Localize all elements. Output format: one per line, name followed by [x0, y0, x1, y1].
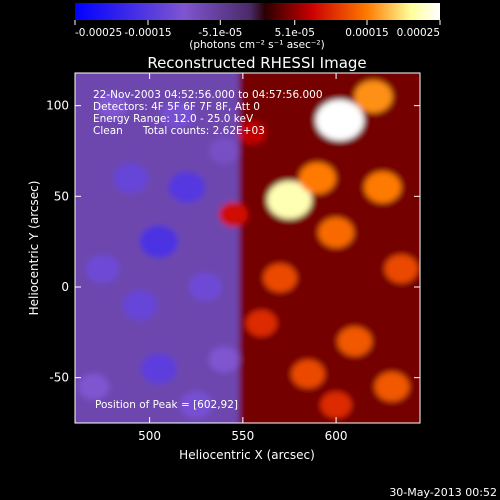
colorbar-ticks: -0.00025 -0.00015 -5.1e-05 5.1e-05 0.00015 0.… [74, 20, 441, 39]
heatmap-blob-positive [337, 326, 373, 357]
peak-position-label: Position of Peak = [602,92] [95, 399, 238, 411]
x-axis-label: Heliocentric X (arcsec) [179, 448, 315, 462]
colorbar-tick-label: 0.00015 [345, 27, 388, 39]
y-tick-label: 100 [46, 99, 69, 113]
heatmap-blob-positive [299, 162, 336, 194]
annotation-block: 22-Nov-2003 04:52:56.000 to 04:57:56.000… [93, 89, 323, 137]
heatmap-blob-negative [139, 225, 178, 258]
x-tick-label: 550 [231, 429, 254, 443]
heatmap-blob-positive [238, 121, 267, 145]
y-tick-label: -50 [49, 371, 69, 385]
footer-timestamp: 30-May-2013 00:52 [389, 486, 497, 499]
heatmap-blob-negative [180, 391, 213, 419]
heatmap-blob-negative [141, 353, 177, 384]
heatmap-blob-negative [161, 100, 194, 129]
heatmap-blob-positive [219, 202, 248, 227]
colorbar-tick-label: 0.00025 [397, 27, 440, 39]
heatmap-blob-positive [245, 309, 278, 337]
heatmap-blob-negative [78, 373, 110, 400]
y-axis-label: Heliocentric Y (arcsec) [27, 181, 41, 316]
y-tick-label: 0 [61, 280, 69, 294]
heatmap-blob-positive [291, 359, 325, 389]
colorbar-tick-label: -0.00025 [75, 27, 122, 39]
heatmap-blob-positive [263, 263, 297, 293]
annotation-detectors: Detectors: 4F 5F 6F 7F 8F, Att 0 [93, 101, 260, 113]
heatmap-blob-negative [113, 163, 149, 193]
colorbar [75, 3, 440, 20]
heatmap-blob-positive [384, 254, 419, 284]
heatmap-blob-positive [315, 99, 364, 141]
heatmap-blob-positive [364, 171, 402, 203]
plot-area [74, 72, 421, 424]
heatmap-image [75, 73, 420, 423]
heatmap-blob-negative [188, 272, 223, 302]
heatmap-blob-negative [122, 290, 158, 320]
colorbar-tick-label: 5.1e-05 [275, 27, 315, 39]
heatmap-blob-negative [209, 138, 240, 164]
heatmap-blob-negative [96, 92, 128, 119]
heatmap-blob-positive [320, 391, 352, 419]
heatmap-blob-positive [374, 372, 410, 402]
heatmap-blob-positive [267, 180, 312, 219]
colorbar-tick-label: -0.00015 [124, 27, 171, 39]
heatmap-blob-negative [86, 254, 120, 284]
y-tick-label: 50 [54, 189, 69, 203]
heatmap-blob-negative [168, 171, 206, 203]
annotation-clean: Clean Total counts: 2.62E+03 [93, 125, 265, 137]
x-tick-label: 600 [325, 429, 348, 443]
colorbar-tick-label: -5.1e-05 [198, 27, 242, 39]
chart-title: Reconstructed RHESSI Image [147, 54, 366, 72]
x-tick-label: 500 [138, 429, 161, 443]
heatmap-blob-negative [208, 346, 240, 373]
heatmap-blob-positive [354, 80, 393, 113]
annotation-time: 22-Nov-2003 04:52:56.000 to 04:57:56.000 [93, 89, 323, 101]
annotation-energy: Energy Range: 12.0 - 25.0 keV [93, 113, 254, 125]
colorbar-unit-label: (photons cm⁻² s⁻¹ asec⁻²) [189, 39, 324, 51]
heatmap-blob-positive [318, 217, 354, 248]
plot-frame [74, 72, 421, 424]
